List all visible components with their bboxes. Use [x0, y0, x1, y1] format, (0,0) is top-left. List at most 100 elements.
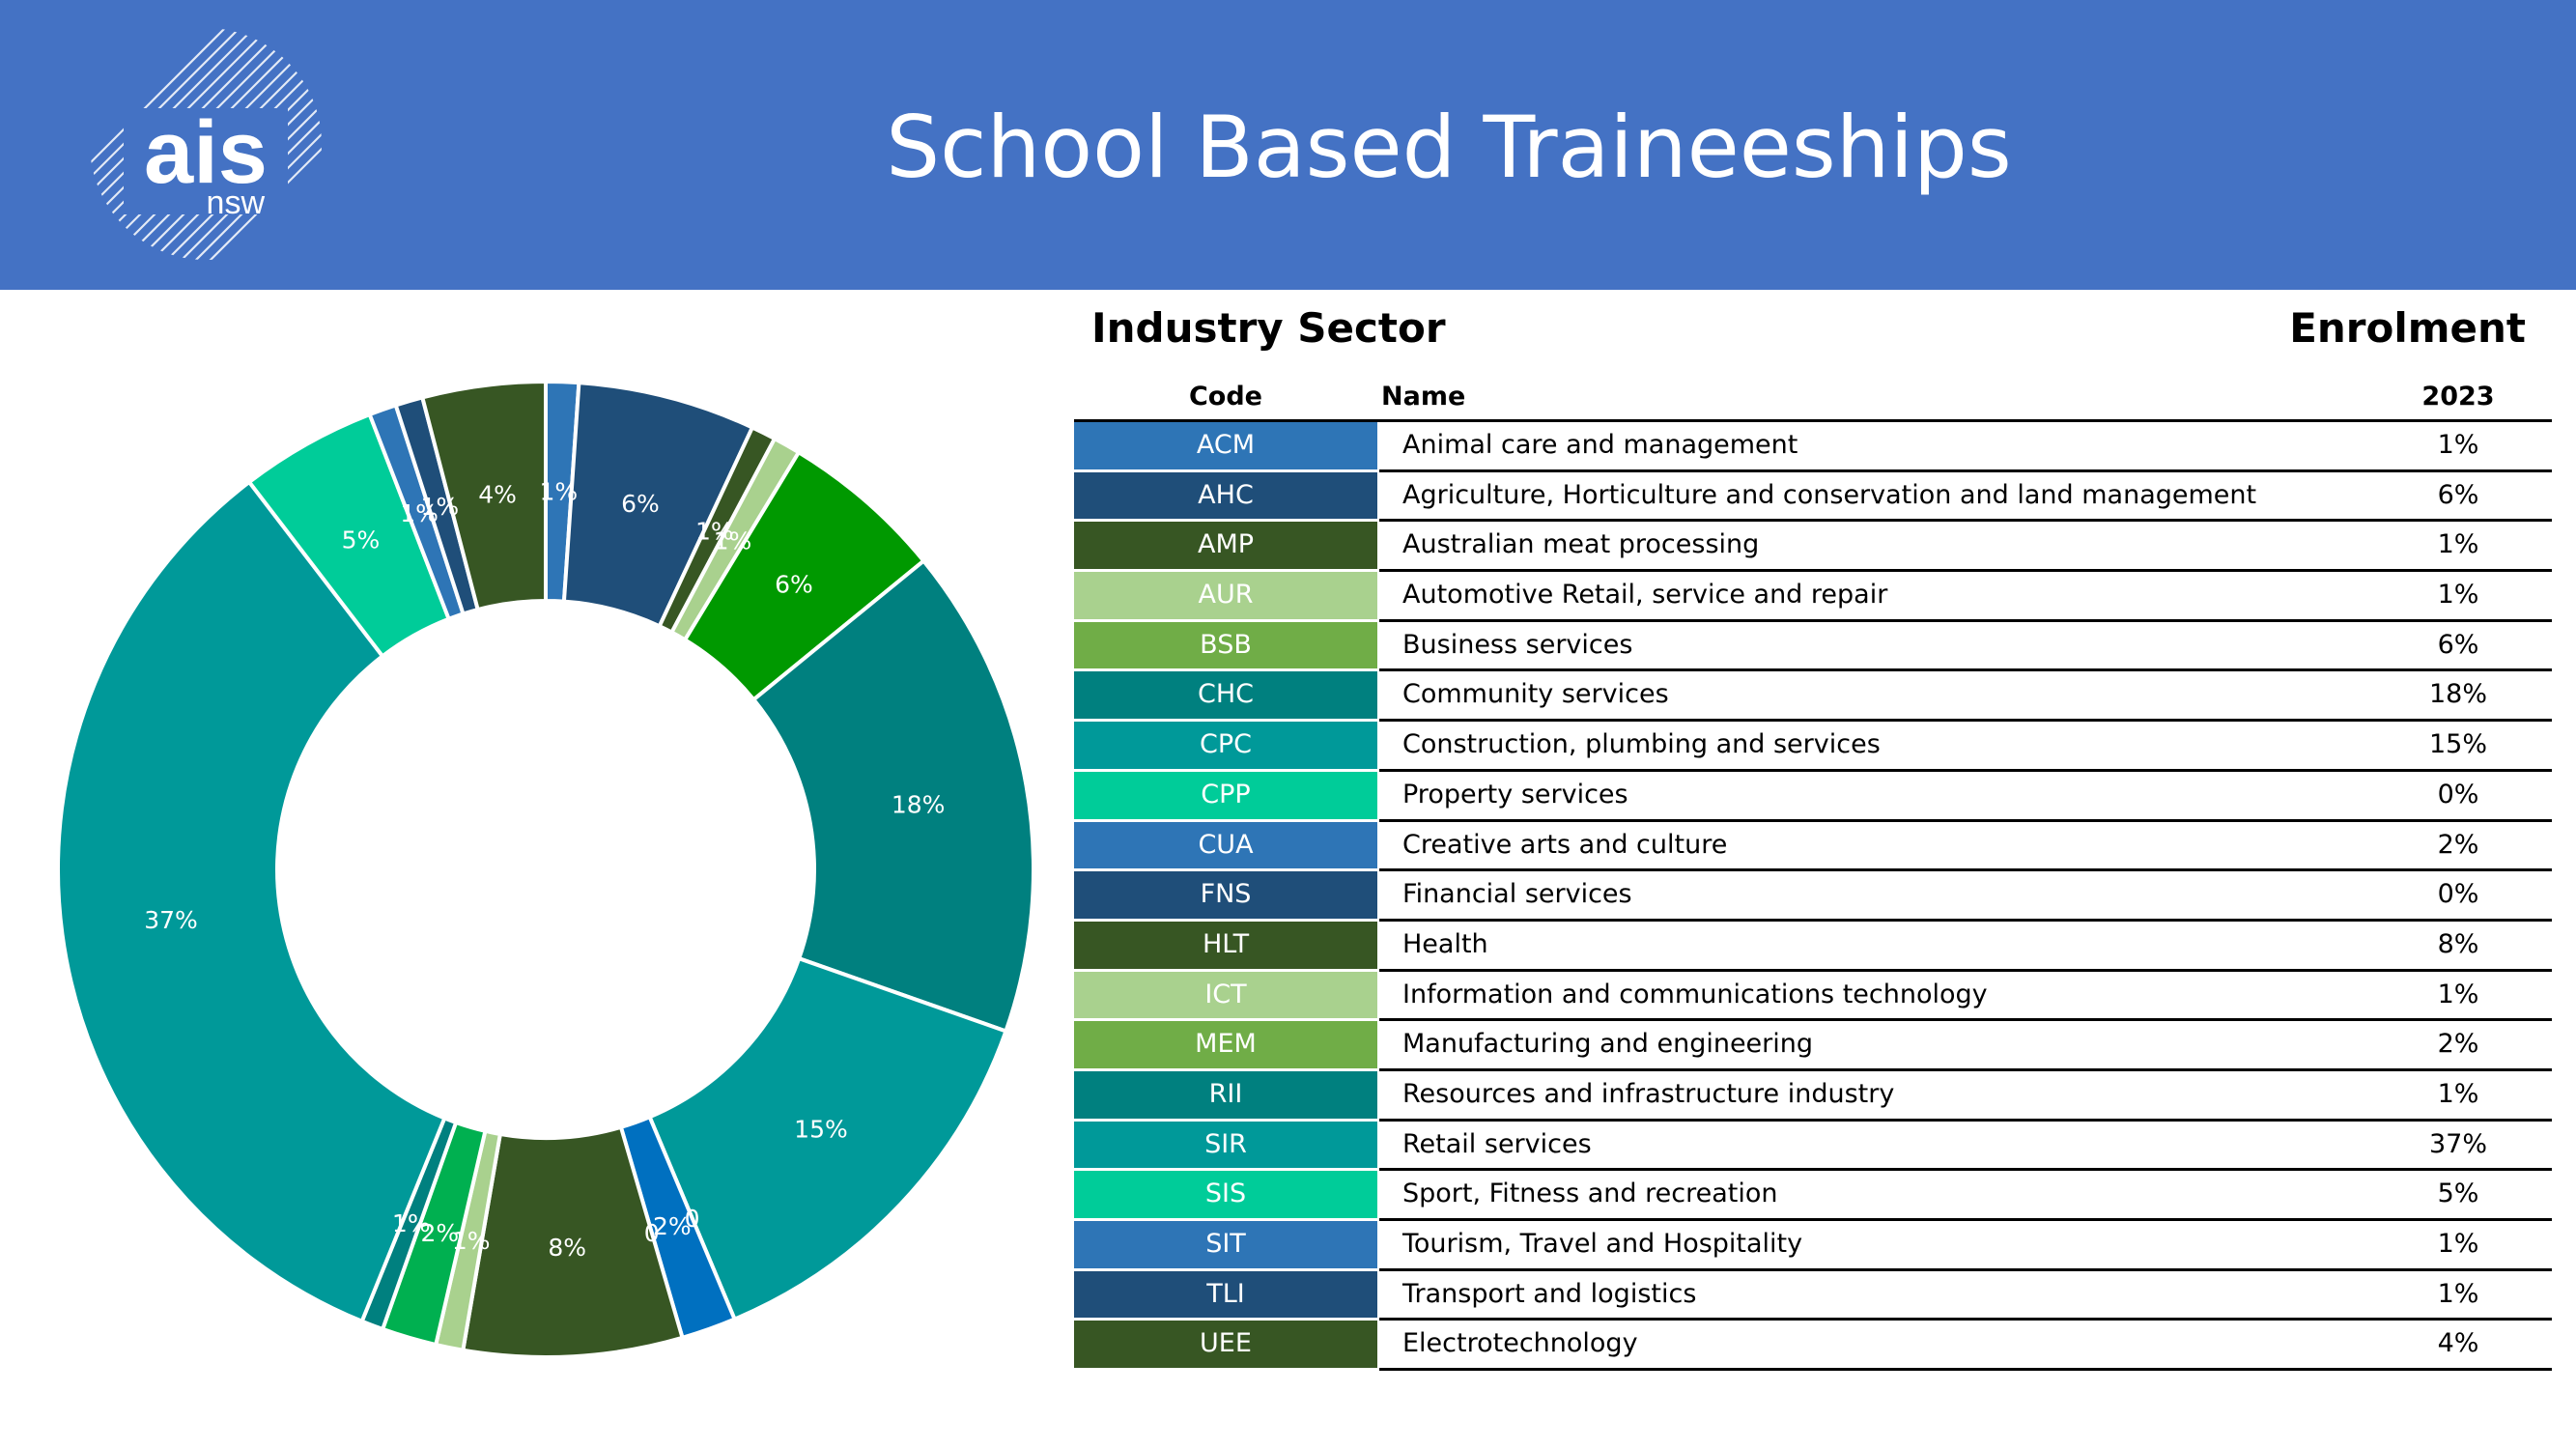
enrolment-cell: 1%	[2437, 529, 2479, 560]
row-divider	[1379, 1118, 2552, 1122]
enrolment-cell: 1%	[2437, 580, 2479, 611]
name-cell: Information and communications technolog…	[1402, 979, 1988, 1009]
code-cell: AUR	[1074, 572, 1377, 619]
enrolment-cell: 18%	[2428, 679, 2487, 710]
row-divider	[1379, 1318, 2552, 1321]
slice-label: 1%	[540, 478, 579, 506]
enrolment-cell: 6%	[2437, 479, 2479, 510]
name-cell: Sport, Fitness and recreation	[1402, 1179, 1778, 1209]
name-cell: Electrotechnology	[1402, 1328, 1638, 1359]
row-divider	[1379, 1368, 2552, 1372]
enrolment-cell: 4%	[2437, 1328, 2479, 1359]
table-row: CHC Community services 18%	[1074, 671, 2552, 723]
code-column-header: Code	[1188, 382, 1262, 412]
table-row: ACM Animal care and management 1%	[1074, 422, 2552, 472]
enrolment-cell: 37%	[2428, 1128, 2487, 1159]
row-divider	[1379, 818, 2552, 822]
slice-label: 2%	[653, 1212, 692, 1240]
enrolment-cell: 0%	[2437, 779, 2479, 810]
slice-label: 1%	[714, 527, 752, 555]
slice-label: 18%	[892, 791, 946, 819]
code-cell: MEM	[1074, 1021, 1377, 1068]
row-divider	[1379, 1018, 2552, 1022]
name-cell: Animal care and management	[1402, 430, 1798, 460]
enrolment-cell: 1%	[2437, 1278, 2479, 1309]
header-rule	[1074, 419, 2552, 422]
table-row: BSB Business services 6%	[1074, 621, 2552, 672]
slice-label: 2%	[420, 1219, 459, 1247]
donut-slice	[419, 382, 548, 612]
table-row: CPC Construction, plumbing and services 15…	[1074, 722, 2552, 772]
name-column-header: Name	[1381, 382, 1466, 412]
code-cell: CPP	[1074, 771, 1377, 819]
ais-nsw-logo: ais nsw	[90, 28, 322, 260]
name-cell: Community services	[1402, 679, 1669, 710]
enrolment-cell: 2%	[2437, 1029, 2479, 1060]
name-cell: Tourism, Travel and Hospitality	[1402, 1229, 1803, 1259]
enrolment-cell: 1%	[2437, 1229, 2479, 1259]
code-cell: UEE	[1074, 1321, 1377, 1369]
slice-label: 1%	[400, 499, 439, 527]
enrolment-cell: 0%	[2437, 879, 2479, 910]
table-row: FNS Financial services 0%	[1074, 871, 2552, 922]
code-cell: ICT	[1074, 971, 1377, 1019]
slice-label: 1%	[420, 493, 459, 521]
name-cell: Manufacturing and engineering	[1402, 1029, 1814, 1060]
page-title: School Based Traineeships	[886, 98, 2012, 197]
code-cell: HLT	[1074, 921, 1377, 969]
slice-label: 15%	[794, 1115, 848, 1143]
name-cell: Agriculture, Horticulture and conservati…	[1402, 479, 2257, 510]
code-cell: RII	[1074, 1070, 1377, 1119]
row-divider	[1379, 719, 2552, 723]
enrolment-cell: 1%	[2437, 430, 2479, 460]
row-divider	[1379, 1267, 2552, 1271]
code-cell: FNS	[1074, 871, 1377, 919]
enrolment-cell: 1%	[2437, 1078, 2479, 1109]
table-row: AHC Agriculture, Horticulture and conserv…	[1074, 471, 2552, 523]
row-divider	[1379, 968, 2552, 972]
code-cell: CPC	[1074, 722, 1377, 769]
name-cell: Property services	[1402, 779, 1628, 810]
table-row: TLI Transport and logistics 1%	[1074, 1270, 2552, 1321]
name-cell: Transport and logistics	[1402, 1278, 1697, 1309]
code-cell: AMP	[1074, 522, 1377, 570]
slice-label: 37%	[144, 906, 198, 934]
row-divider	[1379, 569, 2552, 573]
name-cell: Business services	[1402, 629, 1633, 660]
enrolment-cell: 2%	[2437, 829, 2479, 860]
enrolment-cell: 5%	[2437, 1179, 2479, 1209]
enrolment-cell: 6%	[2437, 629, 2479, 660]
table-row: CUA Creative arts and culture 2%	[1074, 821, 2552, 872]
industry-donut-chart: 1% 6%1%1%6%18%15%02%08%1%2%1%37%5%1%1% 4%	[58, 382, 1033, 1357]
table-row: CPP Property services 0%	[1074, 771, 2552, 822]
logo-text: ais	[144, 103, 268, 202]
table-row: RII Resources and infrastructure industry…	[1074, 1070, 2552, 1122]
name-cell: Retail services	[1402, 1128, 1592, 1159]
code-cell: SIT	[1074, 1221, 1377, 1268]
table-row: UEE Electrotechnology 4%	[1074, 1321, 2552, 1372]
row-divider	[1379, 768, 2552, 772]
industry-table: ACM Animal care and management 1% AHC Agricu…	[1074, 422, 2552, 1372]
code-cell: BSB	[1074, 621, 1377, 669]
name-cell: Resources and infrastructure industry	[1402, 1078, 1895, 1109]
row-divider	[1379, 618, 2552, 622]
slice-label: 5%	[342, 526, 381, 554]
logo-subtext: nsw	[207, 185, 266, 221]
donut-slice	[750, 557, 1033, 1035]
table-row: SIS Sport, Fitness and recreation 5%	[1074, 1171, 2552, 1221]
name-cell: Health	[1402, 928, 1488, 959]
slice-label: 4%	[478, 481, 517, 509]
row-divider	[1379, 519, 2552, 523]
row-divider	[1379, 918, 2552, 922]
enrolment-heading: Enrolment	[2289, 304, 2526, 352]
slice-label: 8%	[548, 1234, 586, 1262]
table-row: MEM Manufacturing and engineering 2%	[1074, 1021, 2552, 1071]
code-cell: AHC	[1074, 471, 1377, 520]
slice-label: 1%	[695, 518, 734, 546]
name-cell: Australian meat processing	[1402, 529, 1760, 560]
name-cell: Financial services	[1402, 879, 1632, 910]
table-row: HLT Health 8%	[1074, 921, 2552, 972]
table-row: AMP Australian meat processing 1%	[1074, 522, 2552, 573]
row-divider	[1379, 868, 2552, 872]
year-column-header: 2023	[2421, 382, 2495, 412]
